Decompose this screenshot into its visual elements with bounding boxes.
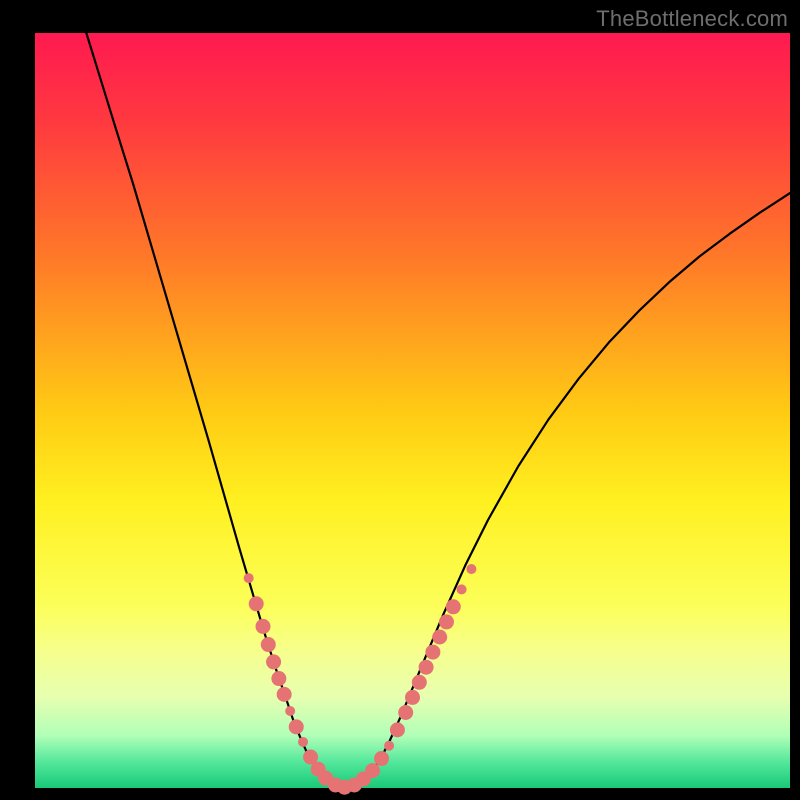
curve-marker xyxy=(398,705,413,720)
curve-marker xyxy=(384,741,394,751)
curve-marker xyxy=(285,706,295,716)
curve-marker xyxy=(249,596,264,611)
curve-marker xyxy=(266,654,281,669)
curve-marker xyxy=(298,737,308,747)
curve-marker xyxy=(457,584,467,594)
curve-marker xyxy=(374,751,389,766)
curve-marker xyxy=(244,573,254,583)
curve-marker xyxy=(277,687,292,702)
curve-marker xyxy=(466,564,476,574)
curve-marker xyxy=(439,614,454,629)
curve-marker xyxy=(390,722,405,737)
watermark-text: TheBottleneck.com xyxy=(596,6,788,32)
curve-marker xyxy=(271,671,286,686)
bottleneck-curve xyxy=(86,33,790,787)
curve-marker xyxy=(261,637,276,652)
curve-marker xyxy=(405,690,420,705)
curve-marker xyxy=(365,763,380,778)
chart-overlay xyxy=(0,0,800,800)
curve-marker xyxy=(432,630,447,645)
curve-marker xyxy=(289,719,304,734)
curve-marker xyxy=(419,660,434,675)
curve-markers-group xyxy=(244,564,477,795)
curve-marker xyxy=(425,645,440,660)
curve-marker xyxy=(446,599,461,614)
curve-marker xyxy=(412,675,427,690)
curve-marker xyxy=(256,619,271,634)
